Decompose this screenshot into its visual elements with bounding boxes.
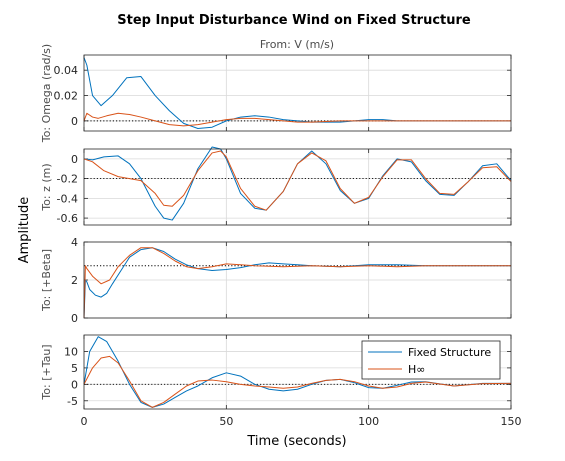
panel-frame [83,148,512,226]
y-tick-label: -0.2 [57,173,78,186]
panel-3: 0 2 4 To: [+Beta] [40,236,512,325]
legend-box [361,340,501,380]
y-tick-label: 0.04 [54,64,79,77]
series-line-hinf [83,150,512,211]
series-line-hinf [83,112,511,127]
series-line-hinf [83,355,512,408]
panel-ylabel: To: z (m) [40,163,53,211]
figure-subtitle: From: V (m/s) [260,38,334,51]
panel-ylabel: To: Omega (rad/s) [40,44,53,143]
figure-xlabel: Time (seconds) [246,434,346,449]
y-tick-label: -5 [67,395,78,408]
legend: Fixed Structure H∞ [361,340,501,380]
y-tick-label: 0 [71,312,78,325]
y-tick-label: 2 [71,274,78,287]
figure-ylabel: Amplitude [17,197,32,264]
figure-title: Step Input Disturbance Wind on Fixed Str… [117,13,471,28]
x-tick-label: 150 [501,415,522,428]
y-tick-label: 4 [71,236,78,249]
y-tick-label: 0 [71,153,78,166]
panel-frame [83,334,512,410]
legend-label-fixed-structure: Fixed Structure [408,346,491,359]
y-tick-label: -0.6 [57,212,78,225]
y-tick-label: 0.02 [54,90,79,103]
panel-2: 0 -0.2 -0.4 -0.6 To: z (m) [40,146,512,226]
legend-label-hinf: H∞ [408,363,425,376]
x-tick-label: 50 [219,415,233,428]
x-tick-label: 0 [81,415,88,428]
y-tick-label: -0.4 [57,192,78,205]
y-tick-label: 0 [71,115,78,128]
y-tick-label: 5 [71,362,78,375]
series-line-hinf [83,247,511,319]
y-tick-label: 10 [64,345,78,358]
x-tick-label: 100 [358,415,379,428]
series-line-fixed-structure [83,336,511,408]
panel-frame [83,241,512,319]
panel-ylabel: To: [+Beta] [40,249,53,312]
panel-frame [83,54,512,132]
panel-background [84,55,511,131]
y-tick-label: 0 [71,378,78,391]
panel-background [84,149,511,225]
panel-ylabel: To: [+Tau] [40,344,53,400]
